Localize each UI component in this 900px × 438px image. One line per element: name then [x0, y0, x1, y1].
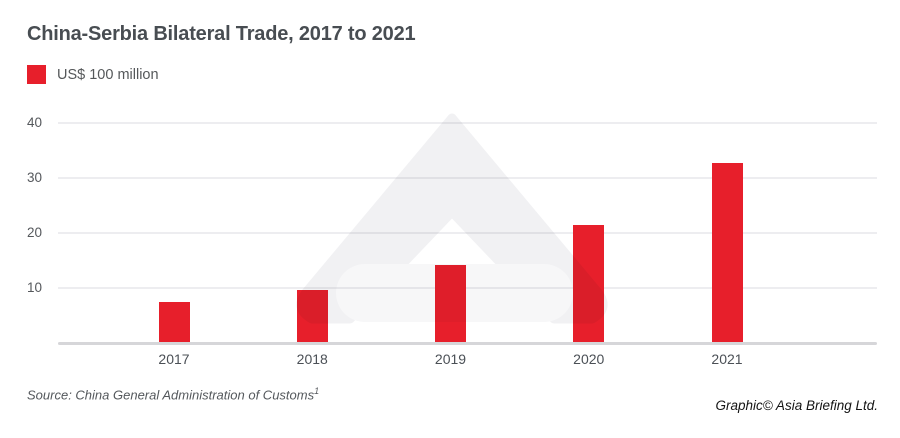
- x-axis-label-2018: 2018: [296, 351, 328, 367]
- x-axis-label-2020: 2020: [573, 351, 605, 367]
- y-axis-tick-10: 10: [26, 280, 42, 295]
- x-axis-label-2017: 2017: [158, 351, 190, 367]
- legend-label: US$ 100 million: [57, 66, 159, 83]
- bar-2021: [711, 162, 743, 343]
- bar-2020: [573, 224, 605, 343]
- legend: US$ 100 million: [27, 65, 159, 84]
- y-axis-tick-40: 40: [26, 115, 42, 130]
- source-note: Source: China General Administration of …: [27, 386, 319, 402]
- chart-title: China-Serbia Bilateral Trade, 2017 to 20…: [27, 23, 416, 45]
- source-text: Source: China General Administration of …: [27, 387, 315, 403]
- gridline-20: [58, 232, 877, 234]
- legend-swatch: [27, 65, 46, 84]
- bar-2017: [158, 301, 190, 343]
- graphic-credit: Graphic© Asia Briefing Ltd.: [715, 398, 878, 413]
- source-footnote-marker: 1: [314, 386, 320, 396]
- gridline-40: [58, 122, 877, 124]
- x-axis-label-2021: 2021: [711, 351, 743, 367]
- y-axis-tick-30: 30: [26, 170, 42, 185]
- bar-2018: [296, 290, 328, 343]
- y-axis-tick-20: 20: [26, 225, 42, 240]
- gridline-30: [58, 177, 877, 179]
- x-axis-line: [58, 342, 877, 345]
- gridline-10: [58, 287, 877, 289]
- x-axis-label-2019: 2019: [434, 351, 467, 367]
- bar-2019: [435, 264, 466, 343]
